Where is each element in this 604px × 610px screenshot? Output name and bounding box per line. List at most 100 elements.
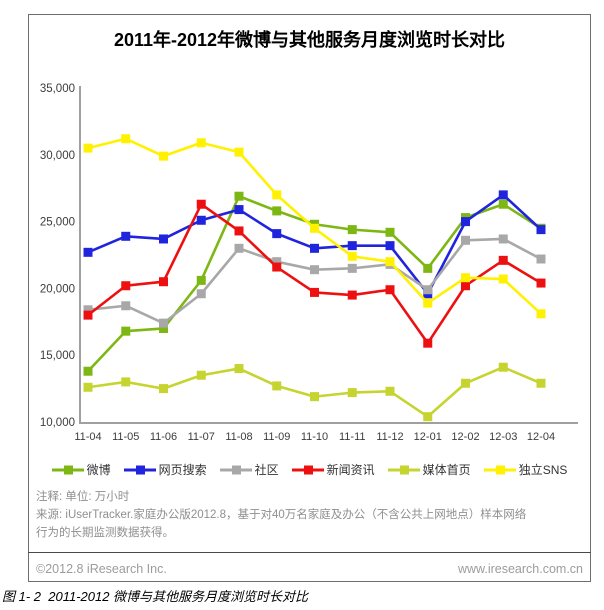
data-point xyxy=(196,289,206,299)
data-point xyxy=(121,301,131,311)
data-point xyxy=(461,378,470,388)
data-point xyxy=(234,364,244,374)
data-point xyxy=(498,190,508,200)
data-point xyxy=(272,229,282,239)
data-point xyxy=(159,323,168,333)
svg-text:11-09: 11-09 xyxy=(263,431,290,443)
data-point xyxy=(347,225,357,235)
svg-text:35,000: 35,000 xyxy=(40,83,75,95)
svg-text:20,000: 20,000 xyxy=(40,283,75,295)
data-point xyxy=(536,254,546,264)
svg-text:11-07: 11-07 xyxy=(188,431,215,443)
figure-caption: 图 1- 2 2011-2012 微博与其他服务月度浏览时长对比 xyxy=(2,589,309,604)
data-point xyxy=(272,381,282,391)
data-point xyxy=(423,338,433,348)
legend-marker-icon xyxy=(483,465,516,474)
data-point xyxy=(159,277,168,287)
data-point xyxy=(121,231,131,241)
data-point xyxy=(461,281,470,291)
source-notes: 注释: 单位: 万小时 来源: iUserTracker.家庭办公版2012.8… xyxy=(36,491,527,539)
data-point xyxy=(310,223,319,233)
data-point xyxy=(159,234,168,244)
data-point xyxy=(196,215,206,225)
data-point xyxy=(83,366,93,376)
svg-text:12-02: 12-02 xyxy=(451,431,479,443)
data-point xyxy=(272,262,282,272)
data-point xyxy=(159,151,168,161)
svg-text:12-03: 12-03 xyxy=(489,431,517,443)
data-point xyxy=(310,265,319,275)
legend-item-4: 媒体首页 xyxy=(387,461,471,478)
series-媒体首页 xyxy=(83,362,546,422)
data-point xyxy=(536,309,546,319)
data-point xyxy=(385,227,395,237)
y-axis-labels: 35,000 30,000 25,000 20,000 15,000 10,000 xyxy=(40,83,75,429)
data-point xyxy=(461,217,470,227)
website-link[interactable]: www.iresearch.com.cn xyxy=(457,562,583,576)
svg-text:10,000: 10,000 xyxy=(40,417,75,429)
data-point xyxy=(461,273,470,283)
legend-marker-icon xyxy=(387,465,420,474)
data-point xyxy=(347,241,357,251)
legend-item-5: 独立SNS xyxy=(483,461,567,478)
data-point xyxy=(196,370,206,380)
data-point xyxy=(196,199,206,209)
svg-text:11-10: 11-10 xyxy=(301,431,328,443)
data-point xyxy=(498,362,508,372)
data-point xyxy=(83,143,93,153)
data-point xyxy=(234,205,244,215)
footer-bar: ©2012.8 iResearch Inc. www.iresearch.com… xyxy=(36,562,583,576)
data-point xyxy=(347,290,357,300)
legend-item-3: 新闻资讯 xyxy=(291,461,375,478)
data-point xyxy=(83,310,93,320)
data-point xyxy=(498,255,508,265)
legend-marker-icon xyxy=(123,465,156,474)
data-point xyxy=(347,251,357,261)
legend-marker-icon xyxy=(291,465,324,474)
data-point xyxy=(536,278,546,288)
data-point xyxy=(159,318,168,328)
series-独立SNS xyxy=(83,134,546,319)
data-point xyxy=(310,287,319,297)
legend-label: 媒体首页 xyxy=(422,463,471,477)
legend-item-1: 网页搜索 xyxy=(123,461,207,478)
legend-label: 微博 xyxy=(86,463,111,477)
data-point xyxy=(423,298,433,308)
svg-text:11-04: 11-04 xyxy=(74,431,101,443)
chart-frame xyxy=(28,14,591,582)
legend-item-0: 微博 xyxy=(51,461,111,478)
series-网页搜索 xyxy=(83,190,546,299)
data-point xyxy=(385,386,395,396)
svg-text:30,000: 30,000 xyxy=(40,150,75,162)
axes xyxy=(79,86,578,424)
chart-title: 2011年-2012年微博与其他服务月度浏览时长对比 xyxy=(113,30,506,50)
data-point xyxy=(423,263,433,273)
data-point xyxy=(83,247,93,257)
data-point xyxy=(310,243,319,253)
data-point xyxy=(423,285,433,295)
data-point xyxy=(385,257,395,267)
svg-text:11-08: 11-08 xyxy=(225,431,252,443)
data-point xyxy=(196,275,206,285)
svg-text:11-12: 11-12 xyxy=(376,431,403,443)
svg-text:11-11: 11-11 xyxy=(339,431,366,443)
data-point xyxy=(385,241,395,251)
data-point xyxy=(536,378,546,388)
svg-text:11-05: 11-05 xyxy=(112,431,139,443)
data-point xyxy=(385,285,395,295)
data-point xyxy=(498,199,508,209)
data-point xyxy=(272,206,282,216)
data-point xyxy=(423,412,433,422)
data-point xyxy=(347,263,357,273)
data-point xyxy=(159,384,168,394)
legend-label: 新闻资讯 xyxy=(326,463,375,477)
svg-text:25,000: 25,000 xyxy=(40,217,75,229)
data-point xyxy=(310,392,319,402)
data-point xyxy=(196,138,206,148)
data-point xyxy=(498,234,508,244)
svg-text:11-06: 11-06 xyxy=(150,431,177,443)
legend-marker-icon xyxy=(219,465,252,474)
legend-item-2: 社区 xyxy=(219,461,279,478)
